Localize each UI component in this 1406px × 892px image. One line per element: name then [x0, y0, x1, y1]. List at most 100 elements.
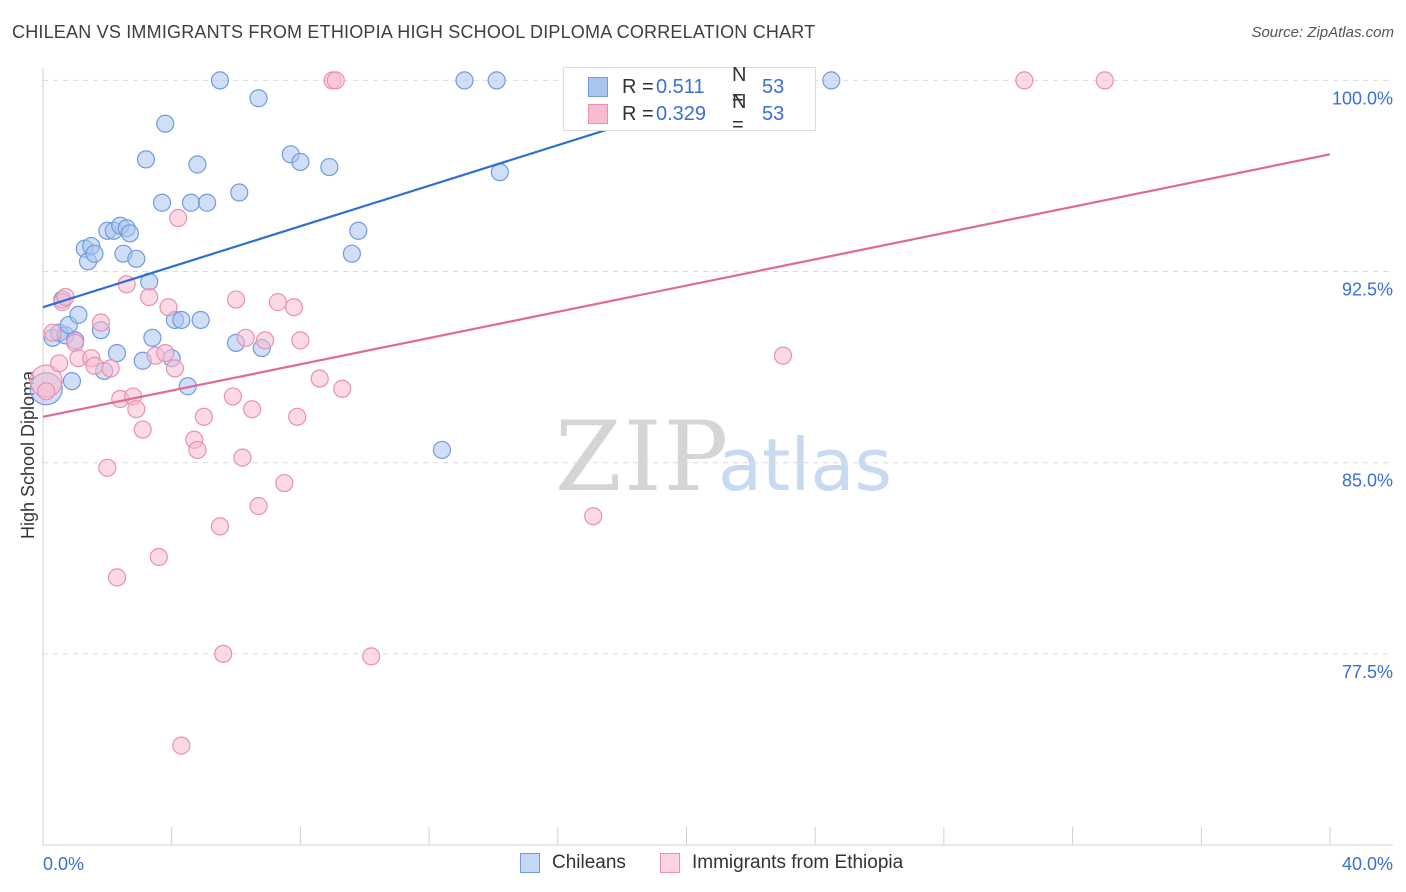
source-label: Source: ZipAtlas.com: [1251, 24, 1394, 41]
ethiopia-point: [243, 400, 262, 419]
r-label: R =: [622, 102, 654, 125]
ethiopia-point: [284, 298, 304, 317]
watermark-zip: ZIP: [555, 401, 730, 513]
y-tick-label: 92.5%: [1342, 280, 1393, 300]
ethiopia-point: [291, 331, 310, 350]
chileans-point: [127, 249, 146, 268]
y-tick-label: 100.0%: [1332, 88, 1393, 108]
ethiopia-point: [275, 473, 294, 493]
chileans-point: [320, 157, 339, 177]
ethiopia-swatch-icon: [588, 104, 608, 124]
x-tick-label: 0.0%: [43, 854, 84, 874]
chileans-point: [188, 155, 207, 174]
r-value: 0.329: [656, 102, 707, 125]
ethiopia-point: [1015, 71, 1034, 90]
chileans-point: [291, 152, 310, 172]
ethiopia-point: [43, 323, 62, 342]
chileans-point: [156, 114, 175, 133]
chileans-point: [455, 71, 474, 90]
ethiopia-point: [333, 379, 352, 398]
ethiopia-point: [249, 496, 268, 516]
ethiopia-point: [268, 293, 287, 312]
ethiopia-point: [66, 333, 85, 353]
chileans-point: [487, 71, 506, 90]
n-value: 53: [762, 102, 785, 125]
ethiopia-point: [194, 407, 213, 426]
chileans-point: [432, 440, 452, 460]
ethiopia-point: [214, 644, 233, 663]
ethiopia-point: [310, 369, 329, 388]
legend-label-ethiopia: Immigrants from Ethiopia: [692, 852, 904, 873]
legend-label-chileans: Chileans: [552, 852, 626, 873]
n-label: N =: [732, 91, 747, 136]
n-value: 53: [762, 75, 785, 98]
ethiopia-point: [362, 647, 381, 666]
ethiopia-point: [156, 344, 175, 363]
ethiopia-legend-icon: [660, 853, 680, 873]
y-tick-label: 85.0%: [1342, 471, 1393, 491]
chileans-point: [69, 305, 88, 324]
y-axis-label: High School Diploma: [18, 370, 38, 539]
chileans-point: [143, 328, 162, 347]
chileans-point: [210, 71, 230, 90]
ethiopia-point: [233, 448, 252, 467]
r-value: 0.511: [656, 75, 705, 98]
x-tick-label: 40.0%: [1342, 854, 1393, 874]
chileans-point: [62, 372, 82, 391]
r-label: R =: [622, 75, 654, 98]
ethiopia-point: [226, 290, 246, 309]
series-legend: Chileans Immigrants from Ethiopia: [0, 852, 1406, 878]
ethiopia-point: [165, 359, 185, 378]
ethiopia-point: [169, 208, 188, 228]
chileans-point: [107, 344, 127, 363]
n-label: N =: [732, 64, 747, 109]
ethiopia-trendline: [42, 153, 1331, 418]
ethiopia-point: [149, 547, 168, 567]
chileans-point: [191, 310, 210, 330]
ethiopia-point: [133, 420, 152, 439]
ethiopia-point: [107, 568, 127, 587]
chileans-point: [349, 221, 368, 240]
ethiopia-point: [210, 517, 230, 536]
ethiopia-point: [49, 354, 69, 373]
ethiopia-point: [188, 440, 207, 460]
stats-legend-row-chileans: R = 0.511 N = 53: [588, 64, 785, 109]
chileans-point: [85, 244, 104, 263]
ethiopia-point: [159, 298, 178, 317]
legend-item-ethiopia[interactable]: Immigrants from Ethiopia: [660, 852, 903, 874]
chileans-point: [230, 183, 249, 202]
ethiopia-point: [127, 400, 146, 419]
ethiopia-point: [101, 359, 120, 378]
ethiopia-point: [255, 331, 275, 350]
legend-item-chileans[interactable]: Chileans: [520, 852, 626, 874]
ethiopia-point: [98, 458, 117, 477]
ethiopia-point: [85, 356, 104, 375]
chileans-point: [249, 89, 268, 108]
ethiopia-point: [223, 387, 242, 406]
chart-title: CHILEAN VS IMMIGRANTS FROM ETHIOPIA HIGH…: [12, 22, 816, 42]
stats-legend: R = 0.511 N = 53 R = 0.329 N = 53: [563, 64, 816, 136]
chileans-point: [172, 310, 191, 330]
chileans-swatch-icon: [588, 77, 608, 97]
ethiopia-point: [140, 287, 159, 307]
ethiopia-point: [37, 382, 56, 401]
chileans-point: [136, 150, 156, 169]
ethiopia-point: [288, 407, 307, 426]
ethiopia-point: [236, 328, 255, 347]
ethiopia-point: [91, 313, 111, 332]
chileans-point: [120, 224, 139, 243]
chileans-legend-icon: [520, 853, 540, 873]
chileans-point: [181, 193, 201, 212]
ethiopia-point: [326, 71, 345, 90]
y-tick-label: 77.5%: [1342, 662, 1393, 682]
chileans-point: [342, 244, 361, 263]
chileans-point: [152, 193, 172, 212]
watermark-atlas: atlas: [718, 423, 892, 507]
stats-legend-row-ethiopia: R = 0.329 N = 53: [588, 91, 785, 136]
chileans-point: [197, 193, 217, 212]
ethiopia-point: [773, 346, 793, 365]
chileans-point: [822, 71, 841, 90]
ethiopia-point: [172, 736, 191, 755]
ethiopia-point: [584, 507, 603, 526]
